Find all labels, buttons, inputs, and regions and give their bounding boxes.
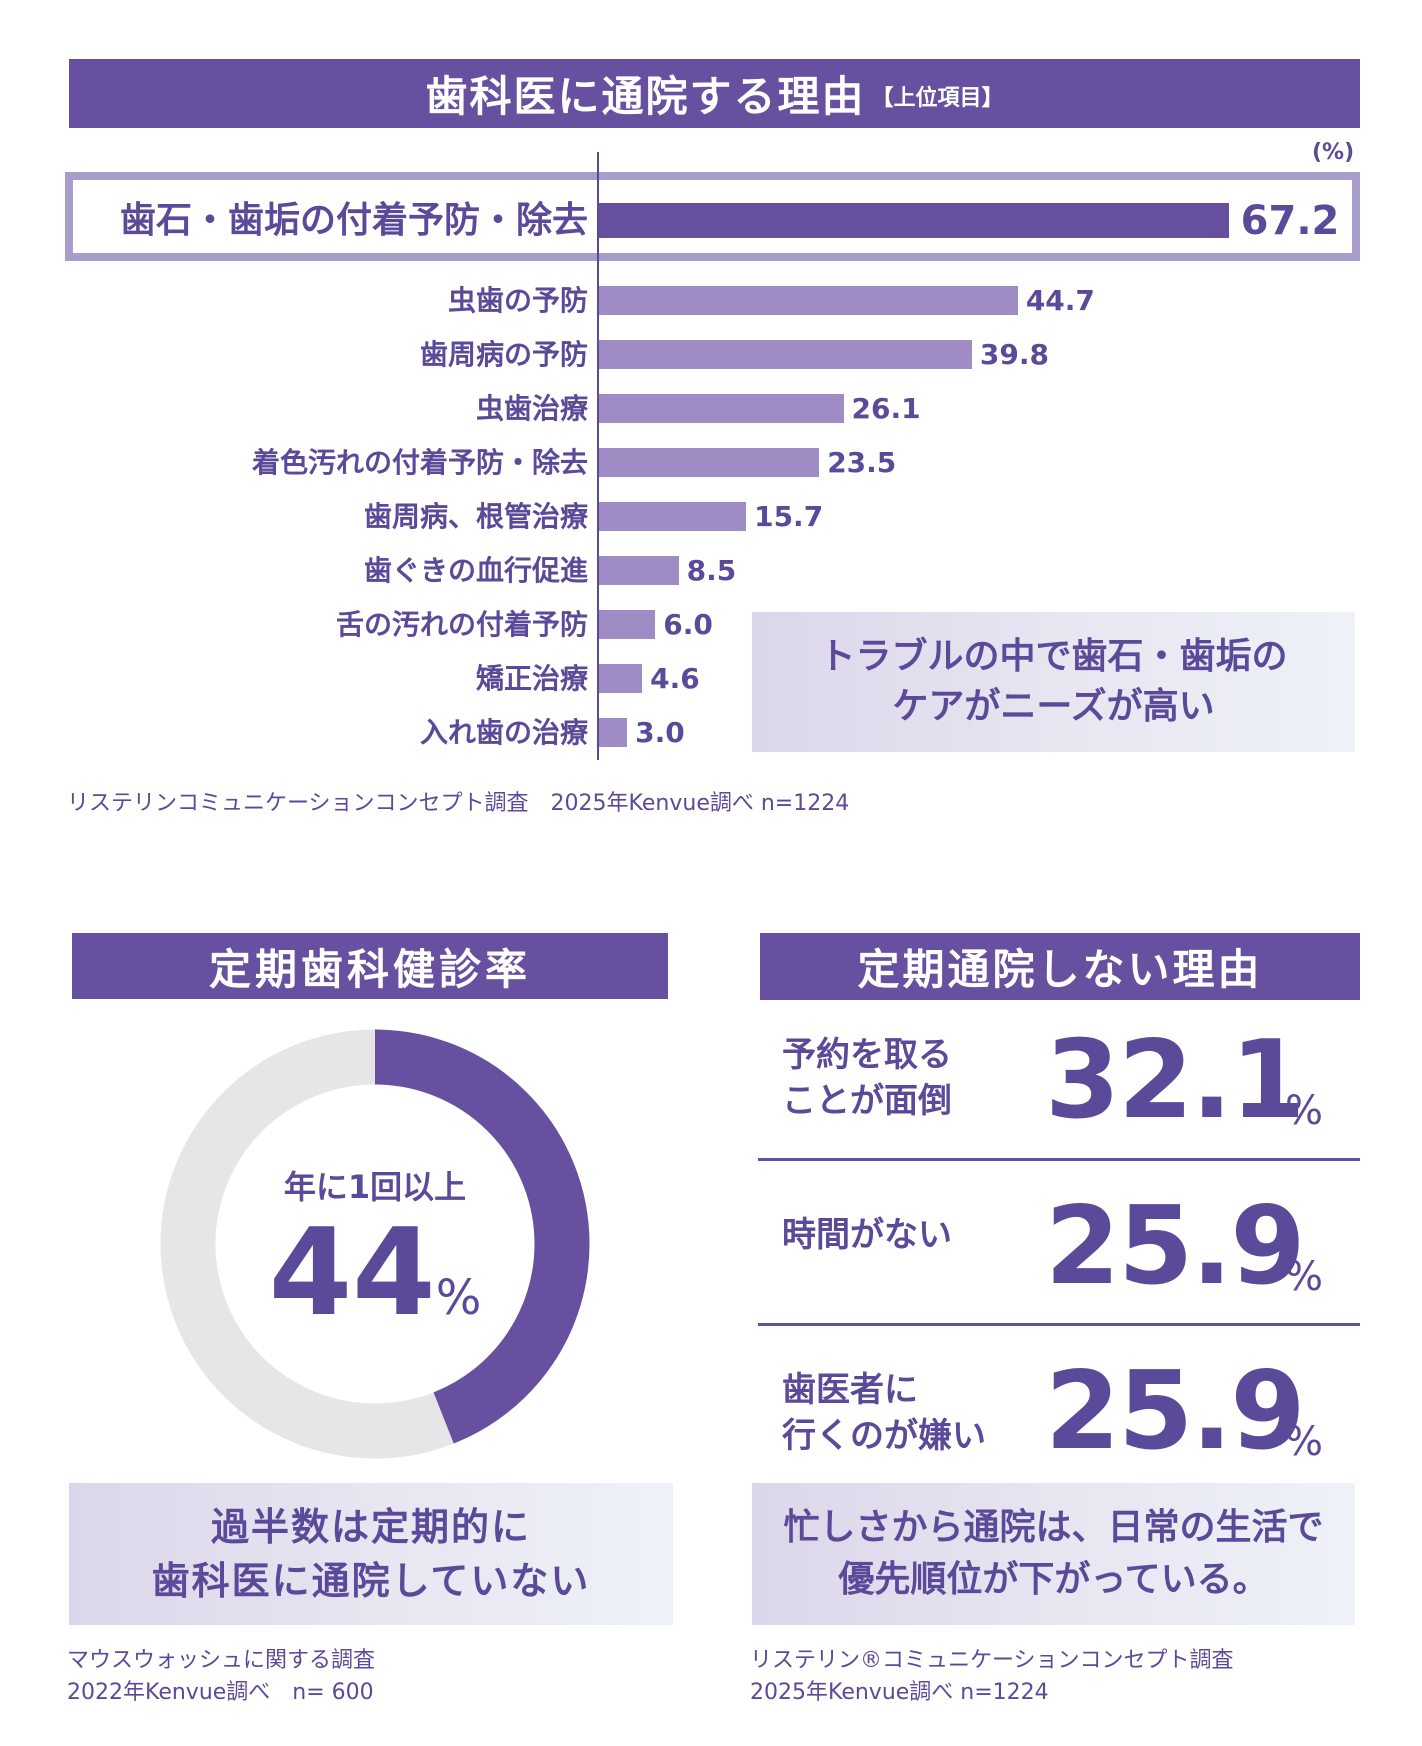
checkup-footnote: マウスウォッシュに関する調査 2022年Kenvue調べ n= 600 xyxy=(67,1645,375,1709)
reasons-callout-line-1: トラブルの中で歯石・歯垢の xyxy=(819,636,1288,677)
bar-label: 歯ぐきの血行促進 xyxy=(363,553,588,587)
no-visit-footnote: リステリン®コミュニケーションコンセプト調査 2025年Kenvue調べ n=1… xyxy=(750,1645,1234,1709)
bar xyxy=(599,394,844,423)
reasons-callout-line-2: ケアがニーズが高い xyxy=(892,686,1215,727)
donut-value-arc xyxy=(160,1029,590,1459)
checkup-donut-chart xyxy=(160,1029,590,1459)
checkup-footnote-line-1: マウスウォッシュに関する調査 xyxy=(67,1648,376,1673)
reason-divider-2 xyxy=(758,1323,1360,1326)
no-visit-footnote-line-1: リステリン®コミュニケーションコンセプト調査 xyxy=(750,1648,1234,1673)
reasons-chart-subtitle: 【上位項目】 xyxy=(871,85,1004,111)
reason-row-1: 予約を取る ことが面倒 32.1 % xyxy=(760,1010,1360,1155)
bar xyxy=(599,664,643,693)
donut-percent-sign: % xyxy=(435,1270,482,1326)
reason-3-value: 25.9 xyxy=(1045,1349,1305,1474)
bar-value-label: 67.2 xyxy=(1240,197,1340,244)
bar-value-label: 15.7 xyxy=(754,499,824,533)
checkup-callout-line-2: 歯科医に通院していない xyxy=(151,1559,591,1603)
checkup-callout-line-1: 過半数は定期的に xyxy=(210,1505,531,1549)
bar-value-label: 26.1 xyxy=(851,391,921,425)
bar-label: 着色汚れの付着予防・除去 xyxy=(251,445,588,479)
unit-label: (%) xyxy=(1312,140,1355,165)
bar-label: 舌の汚れの付着予防 xyxy=(335,607,588,641)
reasons-chart-title-bar: 歯科医に通院する理由 【上位項目】 xyxy=(69,59,1360,128)
reason-divider-1 xyxy=(758,1158,1360,1161)
reason-2-value: 25.9 xyxy=(1045,1184,1305,1309)
reason-1-value: 32.1 xyxy=(1045,1018,1305,1143)
donut-caption: 年に1回以上 xyxy=(283,1168,467,1206)
chart-axis-line xyxy=(597,152,599,760)
reason-1-label: 予約を取る ことが面倒 xyxy=(782,1032,952,1124)
bar-value-label: 3.0 xyxy=(635,715,685,749)
bar-label: 歯周病、根管治療 xyxy=(363,499,588,533)
reason-2-label: 時間がない xyxy=(782,1212,952,1258)
reason-1-label-line-1: 予約を取る xyxy=(782,1035,952,1075)
bar-value-label: 4.6 xyxy=(650,661,700,695)
checkup-rate-title-bar: 定期歯科健診率 xyxy=(72,933,668,999)
reason-row-3: 歯医者に 行くのが嫌い 25.9 % xyxy=(760,1327,1360,1477)
bar-label: 虫歯の予防 xyxy=(447,283,588,317)
bar xyxy=(599,286,1018,315)
bar xyxy=(599,556,679,585)
reason-3-label-line-2: 行くのが嫌い xyxy=(782,1416,986,1456)
reason-row-2: 時間がない 25.9 % xyxy=(760,1162,1360,1322)
no-visit-footnote-line-2: 2025年Kenvue調べ n=1224 xyxy=(750,1680,1049,1705)
bar xyxy=(599,502,747,531)
checkup-rate-title: 定期歯科健診率 xyxy=(208,944,531,994)
bar-label: 虫歯治療 xyxy=(475,391,588,425)
reason-1-label-line-2: ことが面倒 xyxy=(782,1081,952,1121)
checkup-footnote-line-2: 2022年Kenvue調べ n= 600 xyxy=(67,1680,374,1705)
bar xyxy=(599,610,656,639)
bar-label: 入れ歯の治療 xyxy=(419,715,588,749)
bar-label: 歯周病の予防 xyxy=(419,337,588,371)
no-visit-reasons-title-bar: 定期通院しない理由 xyxy=(760,933,1360,1000)
reason-1-unit: % xyxy=(1285,1088,1324,1134)
bar xyxy=(599,718,628,747)
bar-value-label: 8.5 xyxy=(686,553,737,587)
reason-3-unit: % xyxy=(1285,1419,1324,1465)
bar xyxy=(599,203,1229,238)
no-visit-callout-line-2: 優先順位が下がっている。 xyxy=(838,1559,1269,1600)
reason-3-label-line-1: 歯医者に xyxy=(782,1370,918,1410)
bar-value-label: 44.7 xyxy=(1025,283,1095,317)
reasons-chart-title: 歯科医に通院する理由 xyxy=(425,72,866,121)
reasons-footnote: リステリンコミュニケーションコンセプト調査 2025年Kenvue調べ n=12… xyxy=(67,791,850,816)
no-visit-callout-line-1: 忙しさから通院は、日常の生活で xyxy=(783,1507,1324,1548)
no-visit-callout: 忙しさから通院は、日常の生活で 優先順位が下がっている。 xyxy=(752,1483,1355,1625)
bar-value-label: 39.8 xyxy=(979,337,1050,371)
reason-3-label: 歯医者に 行くのが嫌い xyxy=(782,1367,986,1459)
reason-2-label-line-1: 時間がない xyxy=(782,1215,952,1255)
bar-label: 矯正治療 xyxy=(475,661,588,695)
bar-value-label: 23.5 xyxy=(827,445,897,479)
donut-value: 44 xyxy=(268,1204,436,1343)
donut-center-label: 年に1回以上 44% xyxy=(235,1162,515,1334)
bar-value-label: 6.0 xyxy=(663,607,713,641)
reasons-callout: トラブルの中で歯石・歯垢の ケアがニーズが高い xyxy=(752,612,1355,752)
checkup-callout: 過半数は定期的に 歯科医に通院していない xyxy=(69,1483,673,1625)
bar-label: 歯石・歯垢の付着予防・除去 xyxy=(119,199,588,241)
reason-2-unit: % xyxy=(1285,1254,1324,1300)
no-visit-reasons-title: 定期通院しない理由 xyxy=(857,945,1263,994)
bar xyxy=(599,448,820,477)
bar xyxy=(599,340,972,369)
